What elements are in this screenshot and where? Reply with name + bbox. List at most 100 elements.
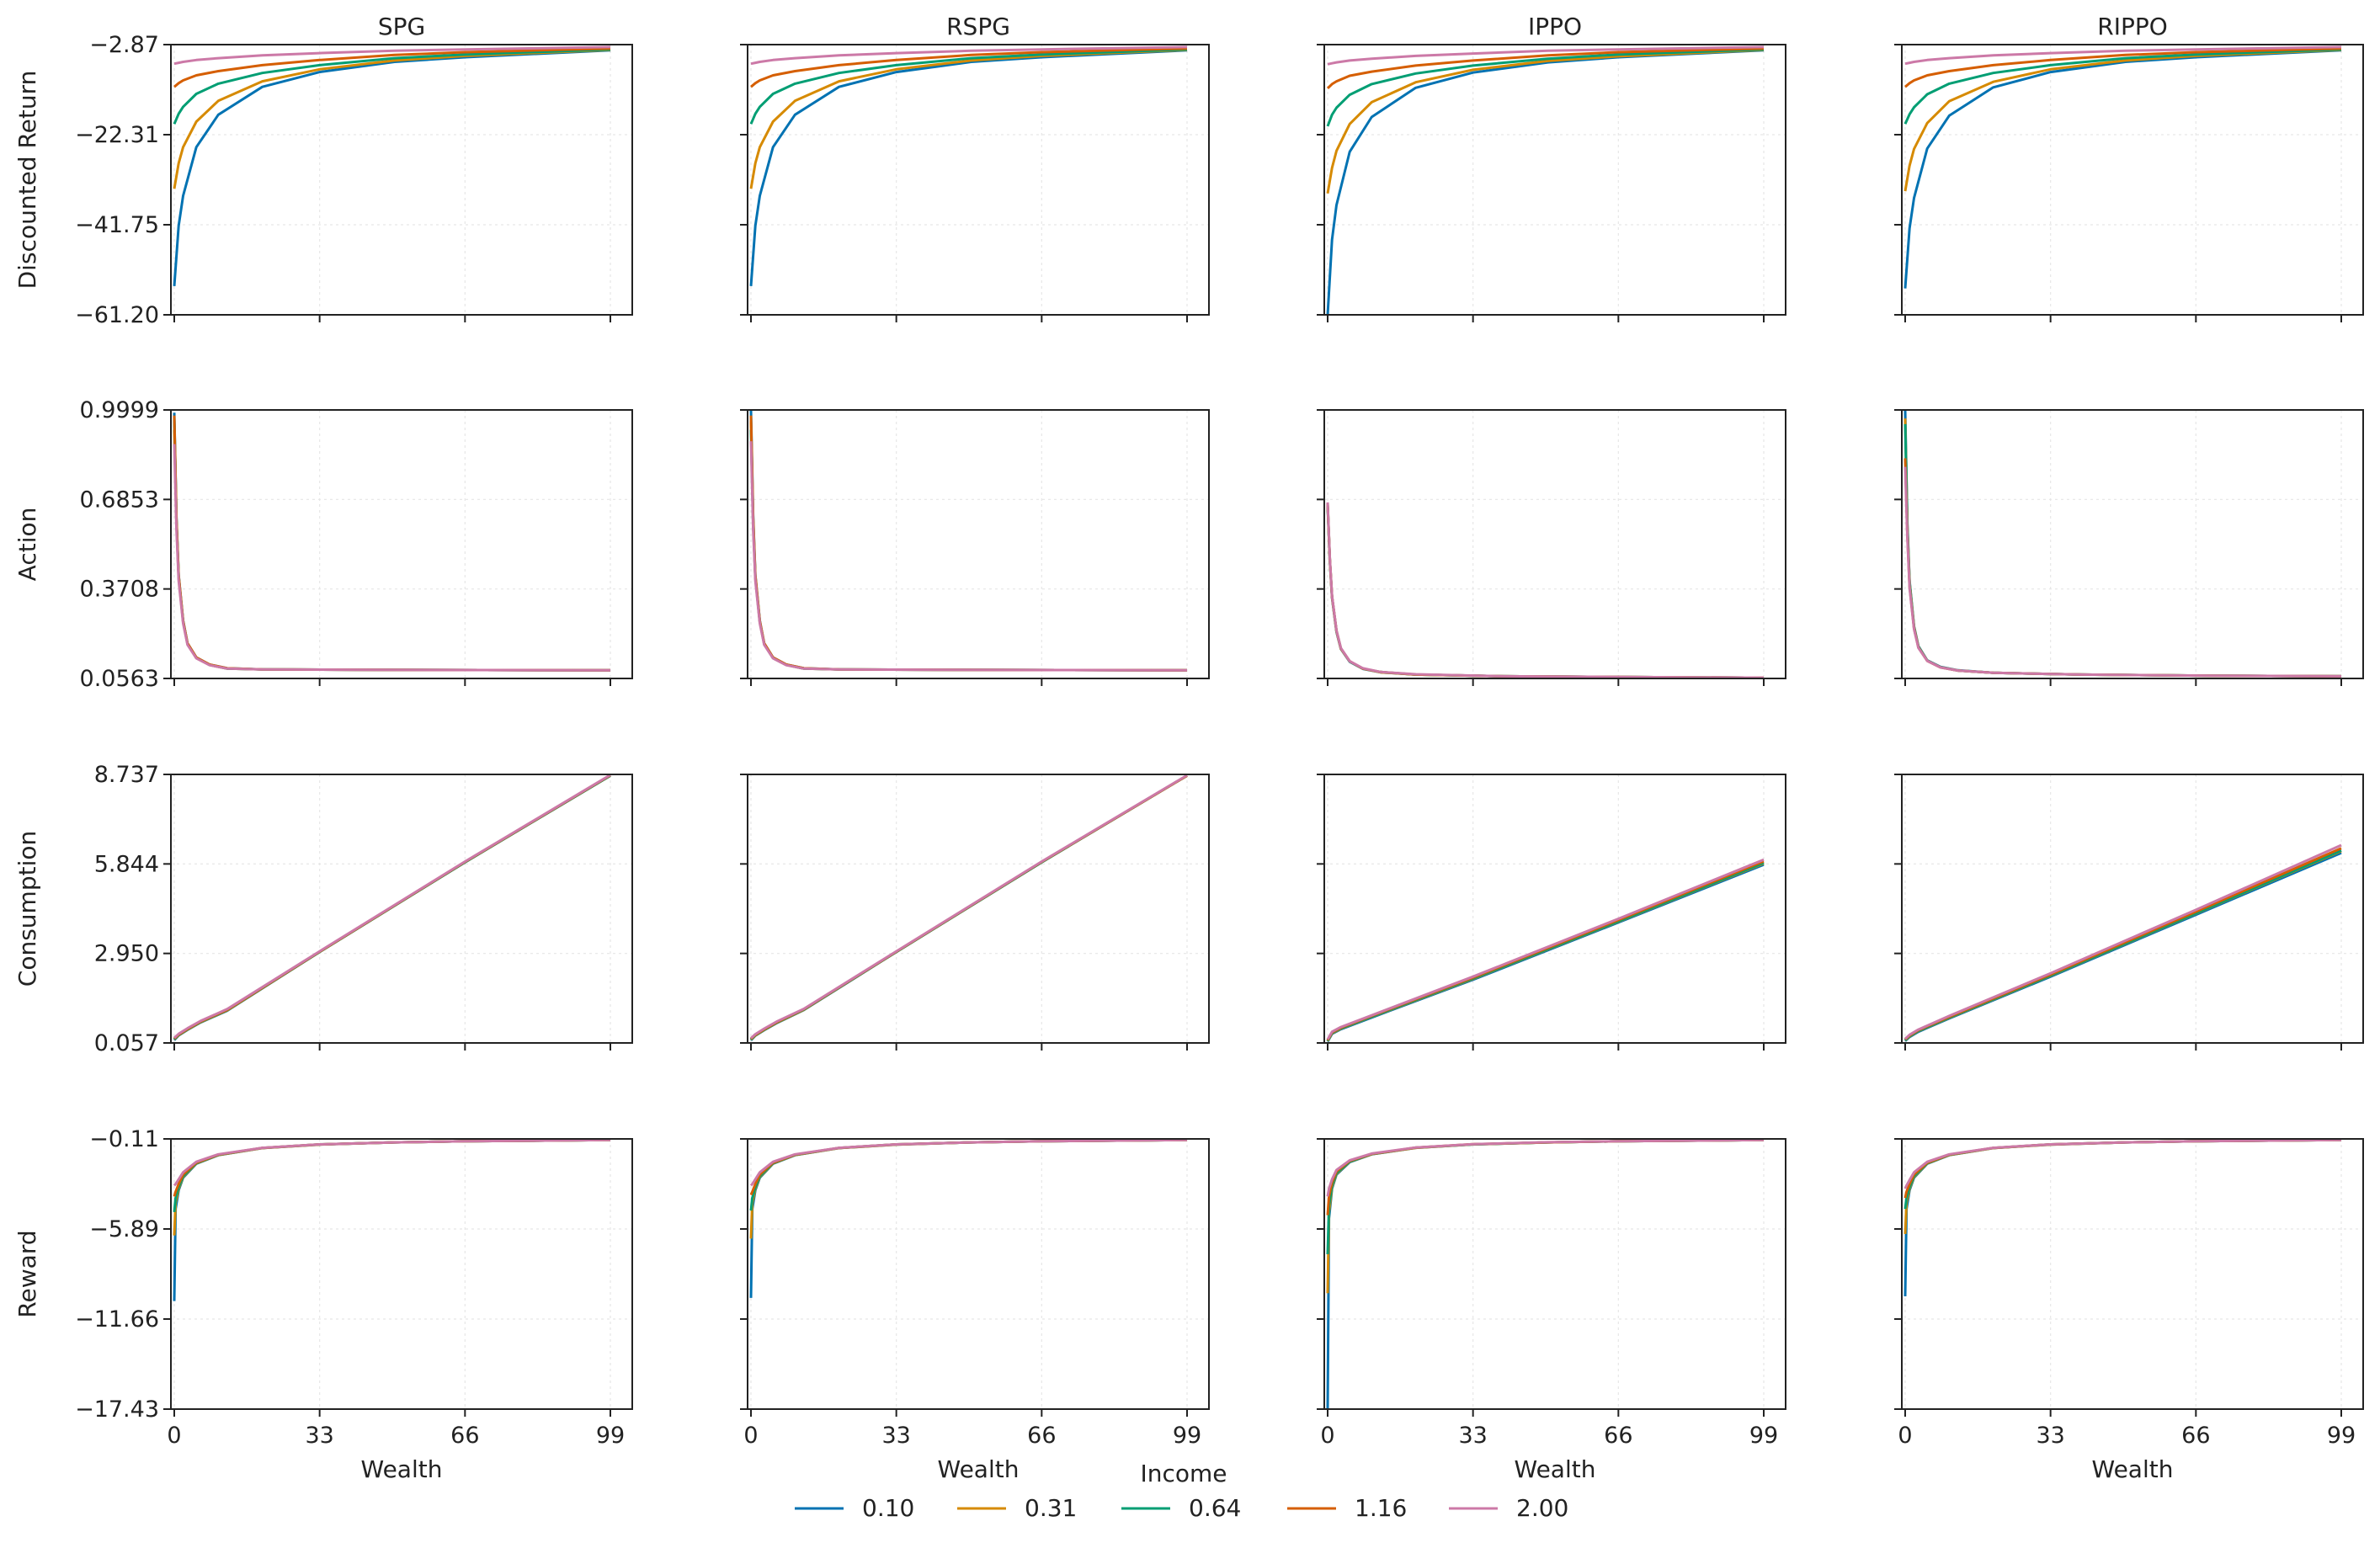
column-title-rspg: RSPG: [946, 13, 1010, 40]
series-line-spg-reward-1-16: [173, 1138, 611, 1197]
series-line-ippo-action-0-10: [1326, 506, 1765, 679]
series-line-spg-reward-0-31: [173, 1138, 611, 1236]
series-line-rippo-action-0-10: [1903, 409, 2342, 678]
plot-frame-spg-reward: [170, 1138, 633, 1410]
y-tick-label-spg-action-2: 0.3708: [80, 577, 159, 603]
series-line-ippo-reward-0-31: [1326, 1138, 1765, 1294]
series-line-rippo-consumption-0-64: [1903, 848, 2342, 1041]
series-line-rippo-action-2-00: [1903, 466, 2342, 678]
series-line-rspg-discounted-return-2-00: [750, 45, 1188, 66]
series-line-rspg-action-0-64: [749, 429, 1188, 672]
plot-frame-ippo-consumption: [1323, 774, 1786, 1044]
y-tick-label-spg-consumption-0: 8.737: [94, 762, 159, 788]
y-tick-label-spg-action-3: 0.0563: [80, 666, 159, 692]
legend-label-0-31: 0.31: [1025, 1494, 1077, 1522]
y-axis-label-consumption: Consumption: [13, 831, 41, 987]
series-line-rspg-action-0-31: [749, 421, 1188, 672]
series-line-rspg-action-1-16: [749, 415, 1188, 672]
series-line-ippo-discounted-return-1-16: [1326, 47, 1765, 89]
series-line-spg-discounted-return-0-64: [173, 48, 611, 125]
series-line-spg-reward-2-00: [173, 1138, 611, 1187]
series-line-spg-discounted-return-0-31: [173, 48, 611, 189]
series-line-rspg-discounted-return-0-64: [749, 48, 1188, 125]
series-line-ippo-reward-2-00: [1326, 1138, 1765, 1197]
series-line-ippo-action-1-16: [1326, 503, 1765, 679]
series-line-spg-consumption-2-00: [173, 774, 611, 1040]
series-line-spg-discounted-return-2-00: [173, 45, 611, 66]
series-line-rippo-discounted-return-1-16: [1904, 47, 2342, 88]
y-tick-label-spg-reward-3: −17.43: [75, 1396, 159, 1423]
x-axis-label-rspg: Wealth: [938, 1455, 1020, 1483]
series-line-spg-action-1-16: [173, 415, 611, 672]
x-tick-label-rspg-reward-3: 99: [1173, 1423, 1201, 1449]
column-title-ippo: IPPO: [1528, 13, 1582, 40]
series-line-rspg-discounted-return-0-31: [749, 48, 1188, 189]
x-tick-label-ippo-reward-0: 0: [1320, 1423, 1334, 1449]
x-axis-label-rippo: Wealth: [2092, 1455, 2174, 1483]
x-tick-label-spg-reward-3: 99: [596, 1423, 625, 1449]
series-line-ippo-action-2-00: [1326, 502, 1765, 679]
series-line-rippo-consumption-0-10: [1903, 851, 2342, 1042]
x-axis-label-ippo: Wealth: [1515, 1455, 1596, 1483]
y-tick-label-spg-discounted-return-0: −2.87: [89, 32, 159, 58]
series-line-rspg-reward-0-10: [749, 1138, 1188, 1298]
plot-frame-rspg-action: [747, 409, 1210, 679]
y-axis-label-discounted-return: Discounted Return: [13, 71, 41, 290]
series-line-spg-reward-0-10: [173, 1138, 611, 1301]
plot-frame-rippo-action: [1901, 409, 2364, 679]
legend-label-1-16: 1.16: [1355, 1494, 1407, 1522]
column-title-rippo: RIPPO: [2097, 13, 2168, 40]
y-tick-label-spg-discounted-return-3: −61.20: [75, 302, 159, 328]
series-line-rippo-discounted-return-2-00: [1904, 45, 2342, 66]
legend-label-2-00: 2.00: [1516, 1494, 1568, 1522]
series-line-rspg-reward-2-00: [749, 1138, 1188, 1187]
x-tick-label-rippo-reward-3: 99: [2327, 1423, 2356, 1449]
x-tick-label-rspg-reward-0: 0: [743, 1423, 758, 1449]
series-line-spg-discounted-return-0-10: [173, 49, 611, 287]
x-tick-label-rspg-reward-1: 33: [881, 1423, 910, 1449]
y-tick-label-spg-consumption-1: 5.844: [94, 851, 159, 877]
legend-label-0-10: 0.10: [862, 1494, 914, 1522]
series-line-ippo-action-0-64: [1326, 503, 1765, 679]
plot-frame-rspg-consumption: [747, 774, 1210, 1044]
x-axis-label-spg: Wealth: [361, 1455, 443, 1483]
series-line-rippo-action-0-31: [1903, 418, 2342, 678]
x-tick-label-spg-reward-0: 0: [167, 1423, 181, 1449]
y-tick-label-spg-action-0: 0.9999: [80, 397, 159, 423]
x-tick-label-ippo-reward-1: 33: [1458, 1423, 1487, 1449]
x-tick-label-rippo-reward-1: 33: [2036, 1423, 2064, 1449]
series-line-rippo-consumption-2-00: [1903, 843, 2342, 1040]
x-tick-label-rippo-reward-0: 0: [1898, 1423, 1912, 1449]
y-tick-label-spg-reward-2: −11.66: [75, 1306, 159, 1333]
y-tick-label-spg-consumption-3: 0.057: [94, 1030, 159, 1056]
series-line-rspg-consumption-2-00: [749, 774, 1188, 1040]
series-line-rspg-discounted-return-1-16: [750, 47, 1188, 88]
y-tick-label-spg-reward-1: −5.89: [89, 1216, 159, 1242]
plot-frame-rippo-discounted-return: [1901, 44, 2364, 316]
series-line-rippo-discounted-return-0-10: [1903, 49, 2342, 289]
x-tick-label-ippo-reward-2: 66: [1604, 1423, 1632, 1449]
legend-label-0-64: 0.64: [1189, 1494, 1241, 1522]
series-line-rspg-discounted-return-0-10: [749, 49, 1188, 287]
y-tick-label-spg-action-1: 0.6853: [80, 487, 159, 513]
series-line-ippo-action-0-31: [1326, 505, 1765, 679]
plot-frame-spg-discounted-return: [170, 44, 633, 316]
x-tick-label-rippo-reward-2: 66: [2181, 1423, 2210, 1449]
y-axis-label-reward: Reward: [13, 1230, 41, 1317]
legend-title: Income: [1140, 1460, 1227, 1487]
series-line-ippo-discounted-return-0-10: [1326, 49, 1765, 316]
series-line-rippo-action-0-64: [1903, 423, 2342, 678]
series-line-ippo-reward-0-10: [1326, 1138, 1765, 1410]
series-line-rippo-discounted-return-0-31: [1903, 48, 2342, 192]
series-line-ippo-discounted-return-0-64: [1326, 48, 1765, 127]
plot-frame-rspg-discounted-return: [747, 44, 1210, 316]
series-line-ippo-reward-0-64: [1326, 1138, 1765, 1255]
plot-frame-spg-consumption: [170, 774, 633, 1044]
y-tick-label-spg-discounted-return-1: −22.31: [75, 122, 159, 148]
plot-frame-ippo-discounted-return: [1323, 44, 1786, 316]
y-axis-label-action: Action: [13, 508, 41, 582]
series-line-rspg-reward-0-31: [749, 1138, 1188, 1239]
series-line-rippo-action-1-16: [1903, 458, 2342, 678]
series-line-spg-action-0-31: [173, 429, 611, 672]
